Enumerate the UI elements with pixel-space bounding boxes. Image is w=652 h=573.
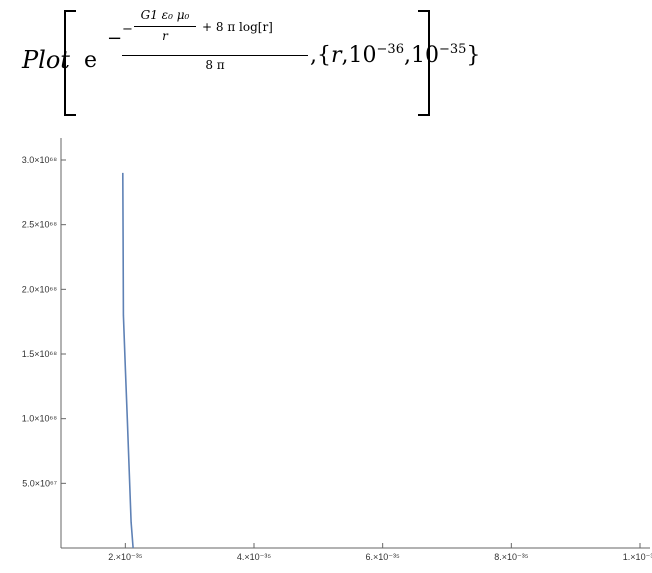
x-tick-label: 2.×10⁻³⁵	[108, 552, 143, 562]
x-tick-label: 6.×10⁻³⁵	[366, 552, 401, 562]
inner-minus: −	[122, 22, 133, 37]
y-tick-label: 1.0×10⁶⁸	[22, 414, 57, 424]
inner-numerator: G1 ε₀ μ₀	[140, 8, 190, 22]
y-tick-label: 2.5×10⁶⁸	[22, 220, 57, 230]
range-variable: r	[331, 43, 342, 68]
plot-function-name: Plot	[22, 46, 70, 74]
inner-fraction-bar	[134, 26, 196, 27]
exponent-sign: −	[107, 28, 123, 49]
plot-range: ,{r,10−36,10−35}	[310, 42, 480, 68]
outer-denominator: 8 π	[205, 58, 225, 72]
y-tick-label: 3.0×10⁶⁸	[22, 155, 57, 165]
range-prefix: ,{	[310, 43, 331, 68]
x-tick-label: 1.×10⁻³⁴	[623, 552, 652, 562]
inner-fraction: − G1 ε₀ μ₀ r + 8 π log[r]	[122, 6, 308, 62]
x-tick-label: 8.×10⁻³⁵	[494, 552, 529, 562]
range-max-base: ,10	[403, 43, 439, 68]
inner-log-term: + 8 π log[r]	[202, 20, 273, 34]
plot-output[interactable]: 5.0×10⁶⁷ 1.0×10⁶⁸ 1.5×10⁶⁸ 2.0×10⁶⁸ 2.5×10⁶⁸…	[0, 130, 652, 573]
y-tick-label: 2.0×10⁶⁸	[22, 284, 57, 294]
range-min-exponent: −36	[376, 42, 404, 57]
inner-denominator: r	[162, 29, 168, 43]
x-tick-label: 4.×10⁻³⁵	[237, 552, 272, 562]
y-tick-label: 5.0×10⁶⁷	[22, 478, 57, 488]
outer-fraction-bar	[122, 55, 308, 56]
y-tick-label: 1.5×10⁶⁸	[22, 349, 57, 359]
input-cell[interactable]: Plot e − − G1 ε₀ μ₀ r + 8 π log[r] 8 π ,…	[0, 0, 652, 125]
left-bracket	[64, 10, 76, 116]
range-max-exponent: −35	[438, 42, 467, 57]
range-min-base: ,10	[341, 43, 377, 68]
series-line	[122, 172, 134, 549]
exponent-base: e	[84, 48, 98, 73]
right-bracket	[418, 10, 430, 116]
range-suffix: }	[466, 43, 481, 68]
